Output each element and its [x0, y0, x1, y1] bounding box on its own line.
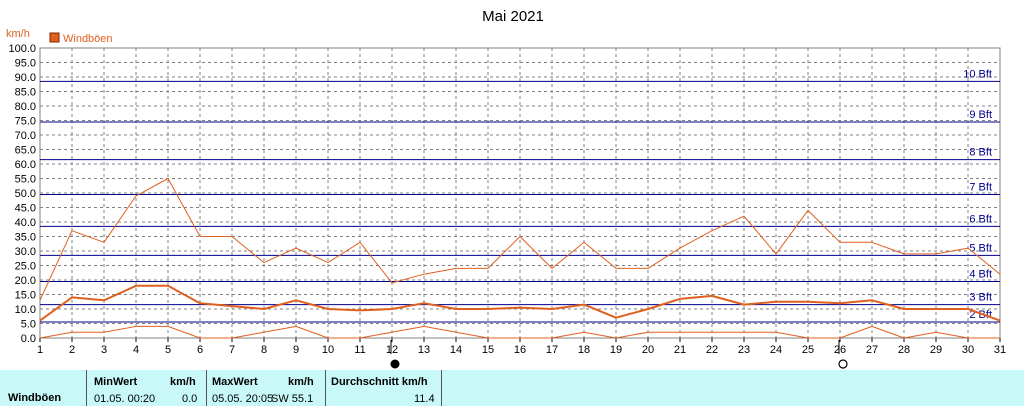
- x-tick-label: 8: [261, 344, 267, 356]
- y-tick-label: 10.0: [15, 304, 36, 316]
- y-tick-label: 30.0: [15, 246, 36, 258]
- y-tick-label: 90.0: [15, 72, 36, 84]
- y-tick-label: 100.0: [8, 43, 36, 55]
- max-time: 05.05. 20:05: [212, 393, 274, 405]
- series-line-min: [39, 325, 1000, 339]
- series-line-max: [39, 178, 1001, 301]
- x-tick-label: 19: [610, 344, 622, 356]
- min-title: MinWert: [94, 376, 138, 388]
- max-title: MaxWert: [212, 376, 258, 388]
- x-tick-label: 20: [642, 344, 654, 356]
- y-tick-label: 20.0: [15, 275, 36, 287]
- y-tick-label: 65.0: [15, 145, 36, 157]
- max-unit: km/h: [288, 376, 314, 388]
- y-tick-label: 0.0: [21, 333, 36, 345]
- beaufort-label: 5 Bft: [969, 242, 992, 254]
- y-tick-label: 35.0: [15, 232, 36, 244]
- x-tick-label: 28: [898, 344, 910, 356]
- y-tick-label: 55.0: [15, 174, 36, 186]
- average-title: Durchschnitt km/h: [331, 376, 428, 388]
- beaufort-label: 4 Bft: [969, 268, 992, 280]
- y-tick-label: 5.0: [21, 319, 36, 331]
- beaufort-label: 7 Bft: [969, 181, 992, 193]
- stats-panel: Windböen MinWert km/h 01.05. 00:20 0.0 M…: [0, 370, 1024, 406]
- beaufort-label: 8 Bft: [969, 147, 992, 159]
- x-tick-label: 13: [418, 344, 430, 356]
- new-moon-icon: [390, 359, 400, 369]
- chart-title: Mai 2021: [482, 8, 544, 25]
- y-tick-label: 80.0: [15, 101, 36, 113]
- x-tick-label: 12: [386, 344, 398, 356]
- beaufort-label: 9 Bft: [969, 109, 992, 121]
- x-tick-label: 6: [197, 344, 203, 356]
- max-direction-value: SW 55.1: [271, 393, 314, 405]
- x-tick-label: 18: [578, 344, 590, 356]
- stats-series-label: Windböen: [8, 392, 62, 404]
- x-tick-label: 27: [866, 344, 878, 356]
- x-tick-label: 2: [69, 344, 75, 356]
- x-tick-label: 10: [322, 344, 334, 356]
- x-tick-label: 29: [930, 344, 942, 356]
- average-value: 11.4: [414, 393, 435, 405]
- x-tick-label: 5: [165, 344, 171, 356]
- min-value: 0.0: [182, 393, 198, 405]
- full-moon-icon: [838, 359, 848, 369]
- x-tick-label: 23: [738, 344, 750, 356]
- x-tick-label: 25: [802, 344, 814, 356]
- x-tick-label: 4: [133, 344, 139, 356]
- y-tick-label: 45.0: [15, 203, 36, 215]
- beaufort-label: 6 Bft: [969, 213, 992, 225]
- y-tick-label: 60.0: [15, 159, 36, 171]
- y-tick-label: 85.0: [15, 87, 36, 99]
- x-tick-label: 15: [482, 344, 494, 356]
- x-tick-label: 14: [450, 344, 462, 356]
- x-tick-label: 22: [706, 344, 718, 356]
- beaufort-label: 10 Bft: [963, 68, 992, 80]
- x-tick-label: 11: [354, 344, 365, 356]
- x-tick-label: 7: [229, 344, 235, 356]
- legend-swatch: [49, 32, 60, 43]
- y-tick-label: 15.0: [15, 290, 36, 302]
- x-tick-label: 24: [770, 344, 782, 356]
- series-line-mean: [39, 284, 1001, 322]
- x-tick-label: 1: [37, 344, 43, 356]
- x-tick-label: 21: [674, 344, 686, 356]
- y-tick-label: 75.0: [15, 116, 36, 128]
- x-tick-label: 3: [101, 344, 107, 356]
- y-tick-label: 95.0: [15, 58, 36, 70]
- y-tick-label: 70.0: [15, 130, 36, 142]
- x-tick-label: 17: [546, 344, 558, 356]
- beaufort-label: 3 Bft: [969, 292, 992, 304]
- min-unit: km/h: [170, 376, 196, 388]
- y-tick-label: 50.0: [15, 188, 36, 200]
- x-tick-label: 9: [293, 344, 299, 356]
- legend-label: Windböen: [63, 33, 113, 45]
- x-tick-label: 16: [514, 344, 526, 356]
- y-tick-label: 40.0: [15, 217, 36, 229]
- x-tick-label: 31: [994, 344, 1006, 356]
- x-tick-label: 30: [962, 344, 974, 356]
- y-tick-label: 25.0: [15, 261, 36, 273]
- y-axis-unit: km/h: [6, 28, 30, 40]
- min-time: 01.05. 00:20: [94, 393, 156, 405]
- x-tick-label: 26: [834, 344, 846, 356]
- wind-gust-chart: Mai 2021 km/h Windböen 0.0 5.0 10.0 15.0 20.…: [6, 8, 1006, 369]
